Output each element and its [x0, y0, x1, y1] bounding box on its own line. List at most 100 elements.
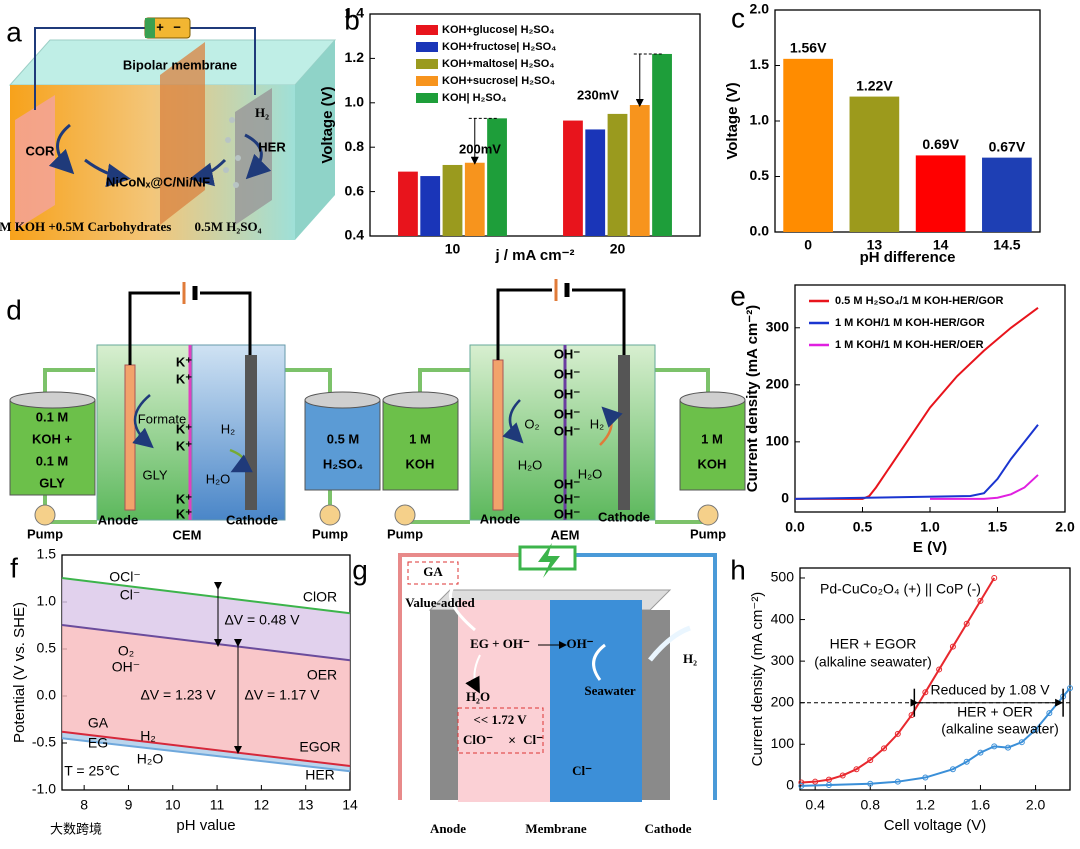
- anolyte: [458, 600, 550, 802]
- annotation: O₂: [118, 643, 134, 659]
- marker: [839, 772, 846, 779]
- series-label: HER + EGOR: [830, 636, 917, 652]
- x-tick-label: 20: [610, 241, 626, 257]
- bubble: [225, 137, 231, 143]
- y-tick-label: 1.0: [750, 112, 770, 128]
- annotation: H₂: [140, 728, 156, 744]
- legend-label: KOH| H₂SO₄: [442, 92, 507, 104]
- marker: [1005, 744, 1012, 751]
- legend-label: KOH+sucrose| H₂SO₄: [442, 75, 555, 87]
- legend-swatch: [416, 93, 438, 103]
- annotation: 230mV: [577, 87, 619, 102]
- x-tick-label: 11: [210, 797, 225, 813]
- x-tick-label: 10: [445, 241, 461, 257]
- pipe: [403, 368, 710, 524]
- label: NiCoNₓ@C/Ni/NF: [106, 174, 210, 189]
- arrow: [449, 583, 476, 632]
- label: OH⁻: [554, 491, 581, 506]
- label: ClO⁻: [463, 732, 493, 747]
- label: H₂: [683, 651, 697, 666]
- bubble: [233, 182, 239, 188]
- tank: [9, 399, 96, 496]
- wire: [575, 553, 717, 800]
- cross: ×: [508, 732, 516, 747]
- panel-label: e: [730, 280, 746, 311]
- tank: [382, 399, 459, 491]
- series-label: HER + OER: [957, 704, 1033, 720]
- label: Cl⁻: [572, 763, 592, 778]
- arrow: [244, 133, 272, 180]
- marker: [977, 597, 984, 604]
- data-label: 0.69V: [922, 136, 959, 152]
- tank-top: [304, 391, 381, 409]
- annotation: 200mV: [459, 141, 501, 156]
- arrow: [189, 158, 227, 187]
- y-tick-label: 400: [771, 610, 795, 626]
- series-line: [801, 577, 996, 784]
- annotation: ΔV = 1.23 V: [140, 687, 216, 703]
- panel-label: b: [344, 4, 360, 35]
- annotation: GA: [88, 715, 109, 731]
- marker: [1032, 726, 1039, 733]
- x-tick-label: 13: [867, 237, 883, 253]
- legend-swatch: [416, 42, 438, 52]
- label: K⁺: [176, 506, 192, 521]
- x-tick-label: 1.5: [988, 519, 1008, 535]
- x-tick-label: 10: [165, 797, 181, 813]
- label: H₂: [221, 421, 235, 436]
- label: GLY: [39, 475, 65, 490]
- y-axis-label: Potential (V vs. SHE): [11, 602, 28, 743]
- y-tick-label: 1.0: [37, 593, 57, 609]
- annotation: OCl⁻: [109, 569, 141, 585]
- y-tick-label: 0.0: [37, 687, 57, 703]
- marker: [894, 730, 901, 737]
- label: O₂: [524, 416, 539, 431]
- panel-label: a: [6, 16, 22, 47]
- tank: [304, 399, 381, 491]
- annotation: Pd-CuCo₂O₄ (+) || CoP (-): [820, 581, 981, 597]
- series-line: [930, 474, 1039, 500]
- panel-label: c: [731, 2, 745, 33]
- y-tick-label: 0.6: [345, 182, 365, 198]
- series-label: HER: [305, 767, 335, 783]
- legend-swatch: [416, 25, 438, 35]
- marker: [991, 574, 998, 581]
- y-tick-label: 100: [771, 735, 795, 751]
- label: KOH: [406, 456, 435, 471]
- label: K⁺: [176, 371, 192, 386]
- battery-end: [145, 18, 155, 38]
- arrow: [648, 625, 691, 662]
- marker: [867, 757, 874, 764]
- label: COR: [26, 143, 56, 158]
- label: OH⁻: [566, 636, 593, 651]
- marker: [894, 778, 901, 785]
- pump: [319, 504, 341, 526]
- label: Seawater: [584, 683, 635, 698]
- pump: [34, 504, 56, 526]
- series-line: [61, 737, 351, 773]
- label: 0.1 M: [36, 409, 69, 424]
- bar: [563, 120, 583, 236]
- label: OH⁻: [554, 366, 581, 381]
- bubble: [235, 155, 241, 161]
- legend-label: 1 M KOH/1 M KOH-HER/GOR: [835, 317, 985, 329]
- y-tick-label: 200: [771, 693, 795, 709]
- y-tick-label: 0.5: [750, 167, 770, 183]
- label: K⁺: [176, 421, 192, 436]
- arrow: [592, 643, 606, 681]
- label: 0.5 M: [327, 431, 360, 446]
- annotation: ΔV = 1.17 V: [244, 687, 320, 703]
- arrow: [48, 123, 75, 175]
- y-tick-label: 1.5: [750, 56, 770, 72]
- x-tick-label: 1.2: [916, 797, 936, 813]
- tank-top: [382, 391, 459, 409]
- x-tick-label: 13: [298, 797, 314, 813]
- watermark: 大数跨境: [50, 821, 102, 836]
- data-label: 1.56V: [790, 40, 827, 56]
- panel-label: d: [6, 294, 22, 325]
- x-tick-label: 14: [342, 797, 358, 813]
- label: Anode: [430, 821, 466, 836]
- marker: [977, 749, 984, 756]
- bar: [585, 129, 606, 236]
- series-label: EGOR: [299, 739, 340, 755]
